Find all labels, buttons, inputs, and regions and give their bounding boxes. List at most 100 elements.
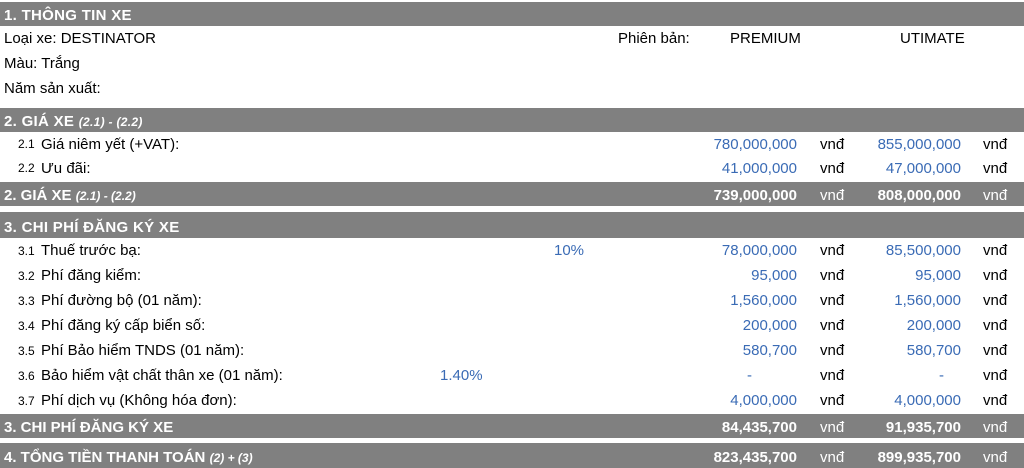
row-label: Thuế trước bạ: [41,242,141,259]
section-title: 1. THÔNG TIN XE [4,7,132,24]
unit: vnđ [820,267,845,284]
unit: vnđ [820,392,845,409]
unit: vnđ [983,367,1008,384]
price-total-row: 2. GIÁ XE (2.1) - (2.2) 739,000,000 vnđ … [0,180,1024,206]
unit: vnđ [983,449,1008,466]
rate-value: 10% [554,242,585,259]
premium-total: 84,435,700 [721,419,797,436]
row-number: 2.1 [18,137,35,151]
table-row: 3.1 Thuế trước bạ: 10% 78,000,000 vnđ 85,500,… [0,238,1024,263]
utimate-value: 47,000,000 [885,160,961,177]
section-title-text: 2. GIÁ XE [4,113,75,130]
unit: vnđ [820,367,845,384]
table-row: 3.6 Bảo hiểm vật chất thân xe (01 năm): 1.… [0,363,1024,388]
section-header-vehicle-info: 1. THÔNG TIN XE [0,0,1024,26]
unit: vnđ [820,187,845,204]
total-label: 3. CHI PHÍ ĐĂNG KÝ XE [4,419,174,436]
vehicle-info-row: Loại xe: DESTINATOR Phiên bản: PREMIUM U… [0,26,1024,52]
premium-value: 780,000,000 [713,136,797,153]
utimate-value: 95,000 [915,267,961,284]
unit: vnđ [983,292,1008,309]
total-label: 2. GIÁ XE (2.1) - (2.2) [4,188,136,203]
section-title: 3. CHI PHÍ ĐĂNG KÝ XE [4,219,180,236]
utimate-total: 808,000,000 [877,187,961,204]
vehicle-type: Loại xe: DESTINATOR [4,30,156,47]
section-header-price: 2. GIÁ XE (2.1) - (2.2) [0,106,1024,132]
utimate-value: 1,560,000 [894,292,961,309]
unit: vnđ [983,419,1008,436]
table-row: 3.5 Phí Bảo hiểm TNDS (01 năm): 580,700 vnđ… [0,338,1024,363]
premium-value: - [747,367,752,384]
table-row: 2.1 Giá niêm yết (+VAT): 780,000,000 vnđ… [0,132,1024,156]
unit: vnđ [820,242,845,259]
row-number: 3.4 [18,319,35,333]
premium-value: 4,000,000 [730,392,797,409]
premium-total: 739,000,000 [713,187,797,204]
row-label: Phí đăng kiểm: [41,267,142,284]
utimate-value: 580,700 [906,342,961,359]
row-number: 3.3 [18,294,35,308]
version-label: Phiên bản: [618,30,690,47]
row-label: Bảo hiểm vật chất thân xe (01 năm): [41,367,283,384]
unit: vnđ [820,136,845,153]
utimate-value: - [939,367,944,384]
unit: vnđ [983,136,1008,153]
premium-grand-total: 823,435,700 [713,449,797,466]
premium-value: 1,560,000 [730,292,797,309]
unit: vnđ [820,292,845,309]
unit: vnđ [983,392,1008,409]
utimate-value: 855,000,000 [877,136,961,153]
grand-total-row: 4. TỔNG TIỀN THANH TOÁN (2) + (3) 823,43… [0,441,1024,468]
unit: vnđ [983,242,1008,259]
unit: vnđ [820,342,845,359]
premium-value: 78,000,000 [721,242,797,259]
registration-total-row: 3. CHI PHÍ ĐĂNG KÝ XE 84,435,700 vnđ 91,… [0,412,1024,438]
grand-total-label: 4. TỔNG TIỀN THANH TOÁN (2) + (3) [4,450,253,465]
utimate-value: 4,000,000 [894,392,961,409]
rate-value: 1.40% [440,367,483,384]
table-row: 3.7 Phí dịch vụ (Không hóa đơn): 4,000,000… [0,388,1024,413]
section-header-registration: 3. CHI PHÍ ĐĂNG KÝ XE [0,210,1024,238]
table-row: 3.4 Phí đăng ký cấp biển số: 200,000 vnđ 200… [0,313,1024,338]
row-label: Phí dịch vụ (Không hóa đơn): [41,392,237,409]
row-label: Phí Bảo hiểm TNDS (01 năm): [41,342,245,359]
row-number: 3.6 [18,369,35,383]
unit: vnđ [983,187,1008,204]
unit: vnđ [983,317,1008,334]
grand-total-label-text: 4. TỔNG TIỀN THANH TOÁN [4,449,206,466]
row-number: 3.1 [18,244,35,258]
row-number: 3.7 [18,394,35,408]
section-title-formula: (2.1) - (2.2) [78,115,143,129]
unit: vnđ [983,160,1008,177]
premium-value: 580,700 [742,342,797,359]
unit: vnđ [983,342,1008,359]
grand-total-formula: (2) + (3) [209,451,253,465]
total-label-text: 2. GIÁ XE [4,187,72,204]
table-row: 3.3 Phí đường bộ (01 năm): 1,560,000 vnđ 1,5… [0,288,1024,313]
unit: vnđ [820,449,845,466]
table-row: 2.2 Ưu đãi: 41,000,000 vnđ 47,000,000 vn… [0,156,1024,180]
row-label: Phí đường bộ (01 năm): [41,292,202,309]
utimate-total: 91,935,700 [885,419,961,436]
unit: vnđ [820,419,845,436]
total-label-formula: (2.1) - (2.2) [75,189,136,203]
utimate-grand-total: 899,935,700 [877,449,961,466]
row-number: 3.2 [18,269,35,283]
version-premium: PREMIUM [730,30,801,47]
manufacture-year: Năm sản xuất: [4,80,101,97]
section-title: 2. GIÁ XE (2.1) - (2.2) [4,113,143,130]
utimate-value: 85,500,000 [885,242,961,259]
premium-value: 95,000 [751,267,797,284]
vehicle-year-row: Năm sản xuất: [0,78,1024,104]
row-number: 3.5 [18,344,35,358]
row-number: 2.2 [18,161,35,175]
row-label: Phí đăng ký cấp biển số: [41,317,206,334]
utimate-value: 200,000 [906,317,961,334]
row-label: Ưu đãi: [41,160,91,177]
row-label: Giá niêm yết (+VAT): [41,136,180,153]
vehicle-color: Màu: Trắng [4,55,80,72]
table-row: 3.2 Phí đăng kiểm: 95,000 vnđ 95,000 vnđ [0,263,1024,288]
vehicle-color-row: Màu: Trắng [0,52,1024,78]
version-utimate: UTIMATE [900,30,965,47]
premium-value: 41,000,000 [721,160,797,177]
